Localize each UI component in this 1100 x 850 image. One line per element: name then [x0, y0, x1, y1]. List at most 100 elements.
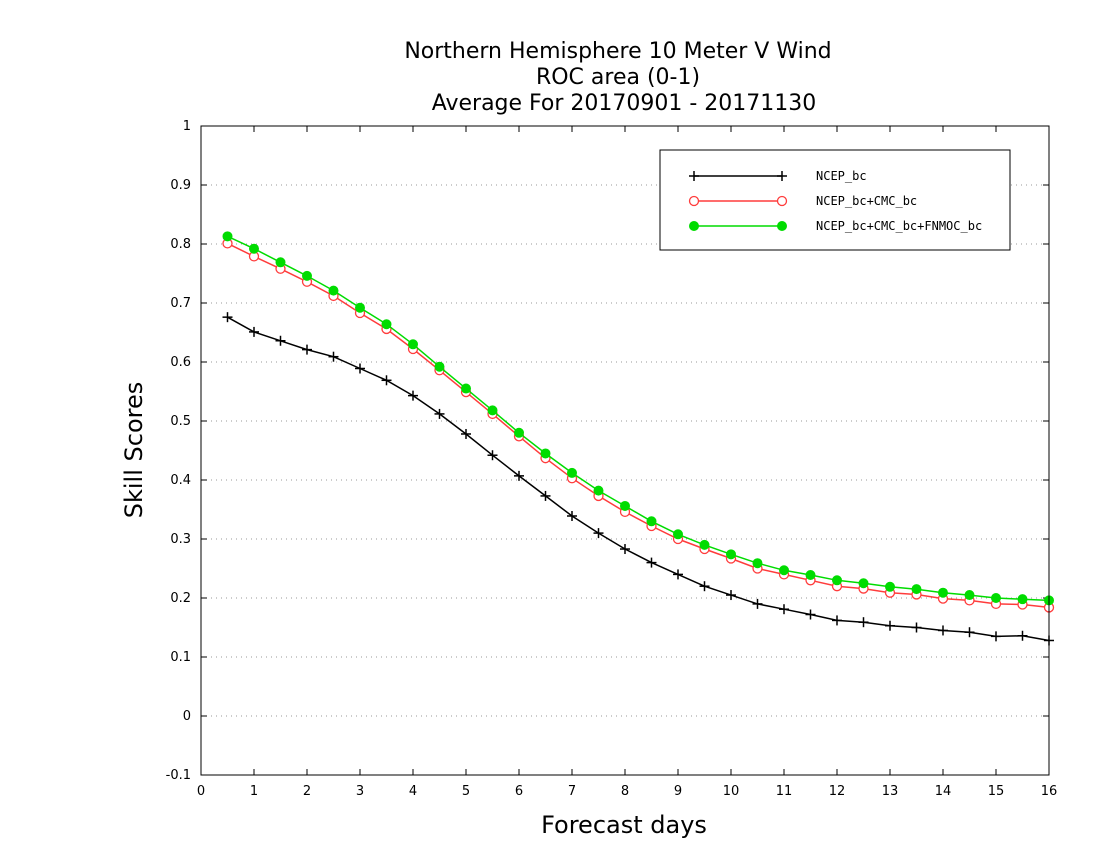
y-tick-label: 0.7 — [170, 296, 191, 311]
data-point — [355, 363, 365, 374]
data-point — [328, 285, 339, 296]
data-point — [726, 549, 736, 560]
y-tick-label: 0.3 — [170, 532, 191, 547]
data-point — [540, 448, 551, 459]
data-point — [673, 569, 683, 580]
data-point — [938, 587, 948, 598]
data-point — [222, 312, 233, 323]
data-point — [805, 569, 816, 580]
legend-item: NCEP_bc — [689, 169, 867, 183]
legend: NCEP_bc NCEP_bc+CMC_bc NCEP_bc+CMC_bc+FNMO… — [659, 149, 1011, 251]
series-layer — [222, 231, 1055, 646]
data-point — [249, 326, 259, 337]
series-1 — [222, 312, 1054, 646]
y-tick-label: 0.6 — [170, 355, 191, 370]
legend-label: NCEP_bc+CMC_bc — [816, 194, 917, 208]
y-axis-label: Skill Scores — [120, 382, 148, 519]
x-tick-label: 13 — [882, 784, 899, 799]
data-point — [752, 558, 763, 569]
data-point — [461, 428, 471, 439]
y-axis-ticks: -0.1 0 0.1 0.2 0.3 0.4 0.5 0.6 0.7 0.8 0.9 1 — [166, 119, 1049, 783]
data-point — [461, 383, 471, 394]
x-tick-label: 6 — [515, 784, 523, 799]
data-point — [514, 427, 524, 438]
series-line — [227, 242, 1050, 609]
data-point — [275, 257, 286, 268]
data-point — [699, 539, 710, 550]
data-point — [752, 598, 763, 609]
data-point — [699, 581, 710, 592]
x-tick-label: 14 — [935, 784, 952, 799]
data-point — [487, 405, 498, 416]
x-tick-label: 8 — [621, 784, 629, 799]
data-point — [434, 361, 445, 372]
data-point — [355, 302, 365, 313]
x-tick-label: 7 — [568, 784, 576, 799]
y-tick-label: -0.1 — [166, 768, 191, 783]
data-point — [673, 529, 683, 540]
x-tick-label: 5 — [462, 784, 470, 799]
chart-title: Northern Hemisphere 10 Meter V Wind ROC … — [404, 39, 831, 116]
y-tick-label: 1 — [183, 119, 191, 134]
data-point — [858, 617, 869, 628]
legend-label: NCEP_bc — [816, 169, 867, 183]
plot-frame — [200, 125, 1050, 776]
x-tick-label: 15 — [988, 784, 1005, 799]
data-point — [646, 557, 657, 568]
data-point — [779, 565, 789, 576]
y-tick-label: 0.8 — [170, 237, 191, 252]
legend-marker — [689, 171, 699, 181]
legend-box — [659, 149, 1011, 251]
data-point — [991, 593, 1001, 603]
series-line — [227, 235, 1050, 602]
data-point — [381, 375, 392, 386]
chart-title-line-1: Northern Hemisphere 10 Meter V Wind — [404, 39, 831, 64]
data-point — [222, 231, 233, 242]
legend-item: NCEP_bc+CMC_bc+FNMOC_bc — [689, 219, 982, 233]
series-line — [227, 316, 1050, 642]
data-point — [911, 584, 922, 595]
y-tick-label: 0.1 — [170, 650, 191, 665]
data-point — [805, 609, 816, 620]
data-point — [832, 575, 842, 586]
data-point — [408, 339, 418, 350]
data-point — [328, 351, 339, 362]
y-tick-label: 0 — [183, 709, 191, 724]
x-tick-label: 0 — [197, 784, 205, 799]
series-3 — [222, 231, 1054, 606]
data-point — [964, 627, 975, 638]
data-point — [620, 544, 630, 555]
data-point — [991, 631, 1001, 642]
data-point — [302, 270, 312, 281]
legend-marker — [689, 221, 699, 231]
data-point — [381, 319, 392, 330]
legend-marker — [777, 221, 787, 231]
data-point — [567, 510, 577, 521]
y-tick-label: 0.4 — [170, 473, 191, 488]
grid-lines — [201, 184, 1049, 717]
data-point — [911, 622, 922, 633]
legend-item: NCEP_bc+CMC_bc — [688, 194, 917, 208]
y-tick-label: 0.2 — [170, 591, 191, 606]
x-tick-label: 10 — [723, 784, 740, 799]
data-point — [779, 604, 789, 615]
x-axis-label: Forecast days — [541, 811, 707, 839]
y-tick-label: 0.9 — [170, 178, 191, 193]
x-tick-label: 3 — [356, 784, 364, 799]
data-point — [885, 581, 895, 592]
legend-marker — [776, 195, 788, 207]
data-point — [302, 344, 312, 355]
legend-label: NCEP_bc+CMC_bc+FNMOC_bc — [816, 219, 982, 233]
data-point — [567, 467, 577, 478]
y-tick-label: 0.5 — [170, 414, 191, 429]
data-point — [540, 490, 551, 501]
data-point — [1017, 630, 1028, 641]
data-point — [620, 500, 630, 511]
x-tick-label: 16 — [1041, 784, 1058, 799]
data-point — [514, 470, 524, 481]
x-tick-label: 4 — [409, 784, 417, 799]
x-tick-label: 1 — [250, 784, 258, 799]
data-point — [408, 390, 418, 401]
chart-title-line-3: Average For 20170901 - 20171130 — [432, 91, 817, 116]
